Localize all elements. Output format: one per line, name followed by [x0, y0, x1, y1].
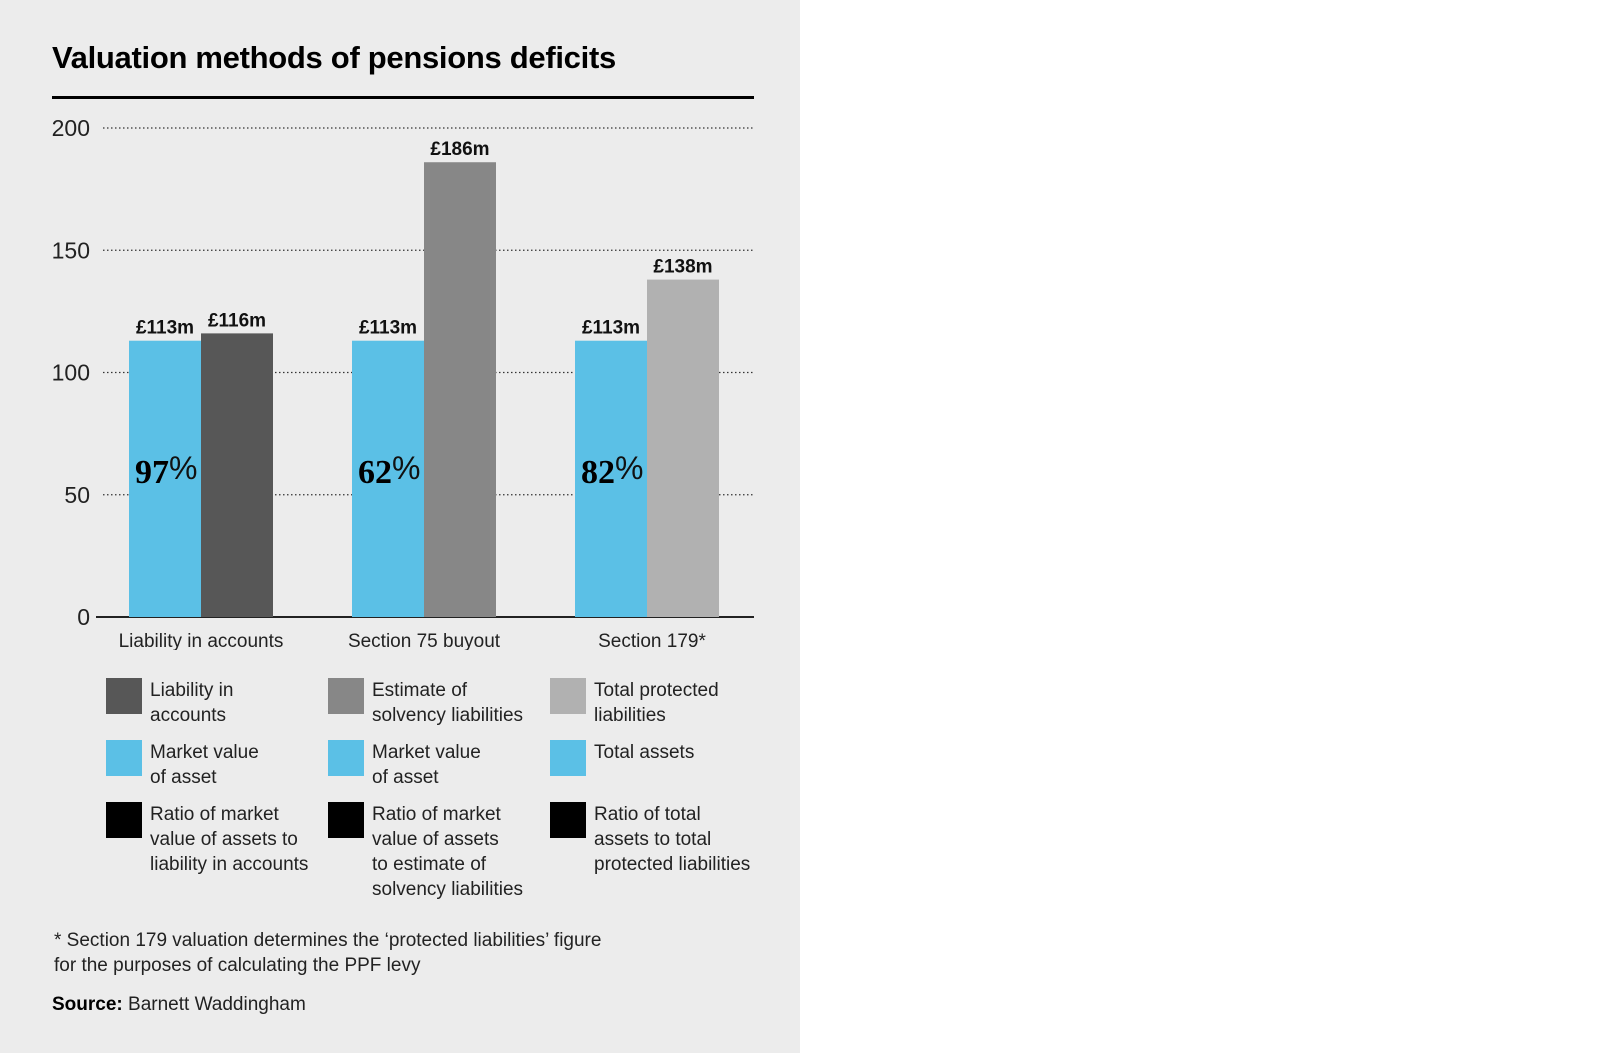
legend-item: Liability in accounts [106, 678, 328, 730]
footnote: * Section 179 valuation determines the ‘… [54, 930, 602, 976]
bars [129, 162, 719, 618]
bar [201, 333, 273, 617]
bar [424, 162, 496, 618]
percent-sign: % [392, 450, 420, 486]
source-credit: Source: Barnett Waddingham [52, 994, 306, 1016]
legend-item: Ratio of market value of assets to estim… [328, 802, 550, 902]
chart-panel: Valuation methods of pensions deficits 0… [0, 0, 800, 1053]
bar [647, 279, 719, 617]
legend-label: Liability in accounts [150, 680, 234, 726]
bar-value-label: £113m [359, 318, 417, 339]
legend-item: Ratio of total assets to total protected… [550, 802, 772, 902]
bar-value-label: £186m [430, 139, 489, 160]
ratio-value: 62 [358, 454, 392, 491]
bar-value-label: £113m [136, 318, 194, 339]
legend-item: Total assets [550, 740, 772, 792]
legend-swatch [328, 678, 364, 714]
legend-label: Ratio of market value of assets to liabi… [150, 804, 309, 875]
legend-label: Estimate of solvency liabilities [372, 680, 524, 726]
legend-swatch [550, 802, 586, 838]
x-category-label: Section 179* [598, 631, 706, 650]
y-tick-label: 50 [64, 482, 90, 508]
labels: 0 50 100 150 200 £113m £116m 97% Liability in ac… [52, 115, 713, 650]
y-tick-label: 200 [52, 115, 90, 141]
legend-item: Market value of asset [328, 740, 550, 792]
legend-swatch [550, 678, 586, 714]
legend-label: Ratio of total assets to total protected… [594, 804, 751, 875]
percent-sign: % [615, 450, 643, 486]
ratio-label: 82% [581, 450, 643, 491]
legend-item: Total protected liabilities [550, 678, 772, 730]
legend: Liability in accounts Estimate of solvenc… [106, 678, 766, 902]
legend-swatch [328, 740, 364, 776]
bar-value-label: £116m [208, 310, 266, 331]
legend-label: Total assets [594, 742, 695, 763]
ratio-value: 82 [581, 454, 615, 491]
y-tick-label: 150 [52, 237, 90, 263]
bar [352, 340, 424, 617]
ratio-label: 97% [135, 450, 197, 491]
bar-value-label: £138m [653, 257, 712, 278]
legend-item: Market value of asset [106, 740, 328, 792]
ratio-label: 62% [358, 450, 420, 491]
legend-swatch [550, 740, 586, 776]
legend-label: Market value of asset [372, 742, 481, 788]
legend-item: Estimate of solvency liabilities [328, 678, 550, 730]
bar-value-label: £113m [582, 318, 640, 339]
legend-swatch [106, 678, 142, 714]
ratio-value: 97 [135, 454, 169, 491]
percent-sign: % [169, 450, 197, 486]
legend-label: Total protected liabilities [594, 680, 719, 726]
title-divider [52, 96, 754, 99]
x-category-label: Section 75 buyout [348, 631, 501, 650]
bar-chart: 0 50 100 150 200 £113m £116m 97% Liability in ac… [52, 115, 754, 650]
source-text: Barnett Waddingham [122, 994, 306, 1015]
legend-item: Ratio of market value of assets to liabi… [106, 802, 328, 902]
legend-swatch [328, 802, 364, 838]
bar [575, 340, 647, 617]
legend-swatch [106, 740, 142, 776]
legend-label: Ratio of market value of assets to estim… [372, 804, 524, 900]
y-tick-label: 100 [52, 360, 90, 386]
y-tick-label: 0 [77, 604, 90, 630]
chart-title: Valuation methods of pensions deficits [52, 40, 616, 75]
source-label: Source: [52, 994, 123, 1015]
bar [129, 340, 201, 617]
x-category-label: Liability in accounts [119, 631, 284, 650]
legend-swatch [106, 802, 142, 838]
legend-label: Market value of asset [150, 742, 259, 788]
